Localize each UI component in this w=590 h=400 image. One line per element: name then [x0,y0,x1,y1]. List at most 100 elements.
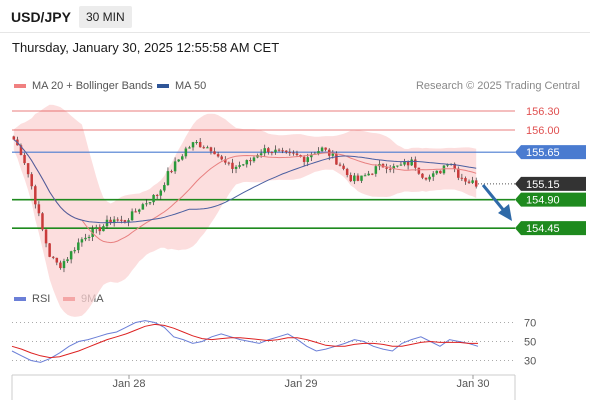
rsi-series-rsi [11,320,479,363]
candle-body [464,178,467,182]
candle-body [73,250,76,252]
legend-swatch-rsi [14,297,26,302]
candle-body [288,152,292,154]
candle-body [55,257,59,263]
level-tag-155.15 [515,176,586,191]
candle-body [94,227,98,229]
copyright-notice: Research © 2025 Trading Central [415,80,580,92]
ma20-line [13,139,477,244]
candle-body [406,161,410,166]
candle-body [234,166,238,169]
candle-body [112,219,116,224]
candle-body [231,162,234,169]
candle-body [202,147,206,149]
legend-label-ma20: MA 20 + Bollinger Bands [32,80,153,92]
rsi-tick-50: 50 [524,337,536,349]
candle-body [12,136,16,140]
candle-body [116,219,120,221]
candle-body [137,209,141,212]
candle-body [220,156,223,160]
legend-ma20-bollinger: MA 20 + Bollinger Bands [14,80,153,92]
candle-body [44,229,48,244]
forecast-arrow-shaft [481,184,507,213]
candle-body [431,173,435,177]
candle-body [152,194,155,203]
candle-body [446,163,449,166]
candle-body [134,211,137,213]
candle-body [435,170,439,174]
candle-body [216,154,220,157]
candle-body [396,165,399,167]
candle-body [80,239,84,243]
candle-body [127,220,130,222]
symbol-title: USD/JPY [11,9,71,25]
candle-body [184,148,188,157]
candle-body [34,186,37,205]
candle-body [62,261,66,269]
candle-body [66,259,69,262]
candle-body [227,162,231,164]
candle-body [163,185,166,191]
bollinger-band-area [13,104,477,317]
level-tag-155.65 [515,145,586,160]
candle-body [353,175,356,182]
candle-body [317,151,320,154]
candle-body [474,180,478,187]
candle-body [324,147,327,150]
rsi-tick-70: 70 [524,318,536,330]
candle-body [356,175,360,181]
candle-body [403,161,406,165]
rsi-panel: 70 50 30 [11,318,536,368]
candle-body [166,171,170,186]
level-label-155.65: 155.65 [526,147,560,159]
candle-body [209,147,213,152]
candle-body [345,168,349,176]
candle-body [385,167,388,169]
candle-body [471,180,474,183]
candle-body [360,175,363,181]
candle-body [191,142,195,148]
candle-body [213,151,216,155]
candle-body [155,194,159,196]
candle-body [145,203,148,205]
candle-body [320,147,324,152]
candle-body [424,177,428,180]
bollinger-band [13,104,477,317]
legend-label-rsi: RSI [32,293,51,305]
rsi-series-9ma [11,323,478,359]
candle-body [281,150,284,152]
candle-body [374,166,378,174]
ma50-line [13,139,477,224]
candle-body [421,173,424,178]
candle-body [442,165,446,174]
candle-body [342,165,345,169]
candle-body [367,173,370,176]
candle-body [23,154,26,164]
candle-body [51,256,55,258]
candle-body [263,148,266,154]
candle-body [173,161,177,172]
candle-body [84,237,87,240]
timeframe-badge[interactable]: 30 MIN [79,6,132,28]
legend-swatch-ma20 [14,84,26,89]
rsi-tick-30: 30 [524,356,536,368]
candle-body [41,213,44,230]
candle-body [77,242,80,251]
time-axis: Jan 28 Jan 29 Jan 30 [11,374,516,400]
candle-body [338,164,342,166]
candle-body [370,173,374,175]
candle-body [170,171,173,173]
candle-body [284,150,288,153]
candle-body [98,227,102,232]
candle-body [69,251,73,260]
candle-body [26,163,30,175]
legend-label-ma50: MA 50 [175,80,207,92]
candle-body [188,147,191,149]
candle-body [414,159,417,168]
candle-body [467,181,471,183]
candle-body [224,159,227,163]
chart-header: USD/JPY 30 MIN [0,0,590,33]
candle-body [310,154,313,158]
level-tag-154.90 [515,192,586,207]
